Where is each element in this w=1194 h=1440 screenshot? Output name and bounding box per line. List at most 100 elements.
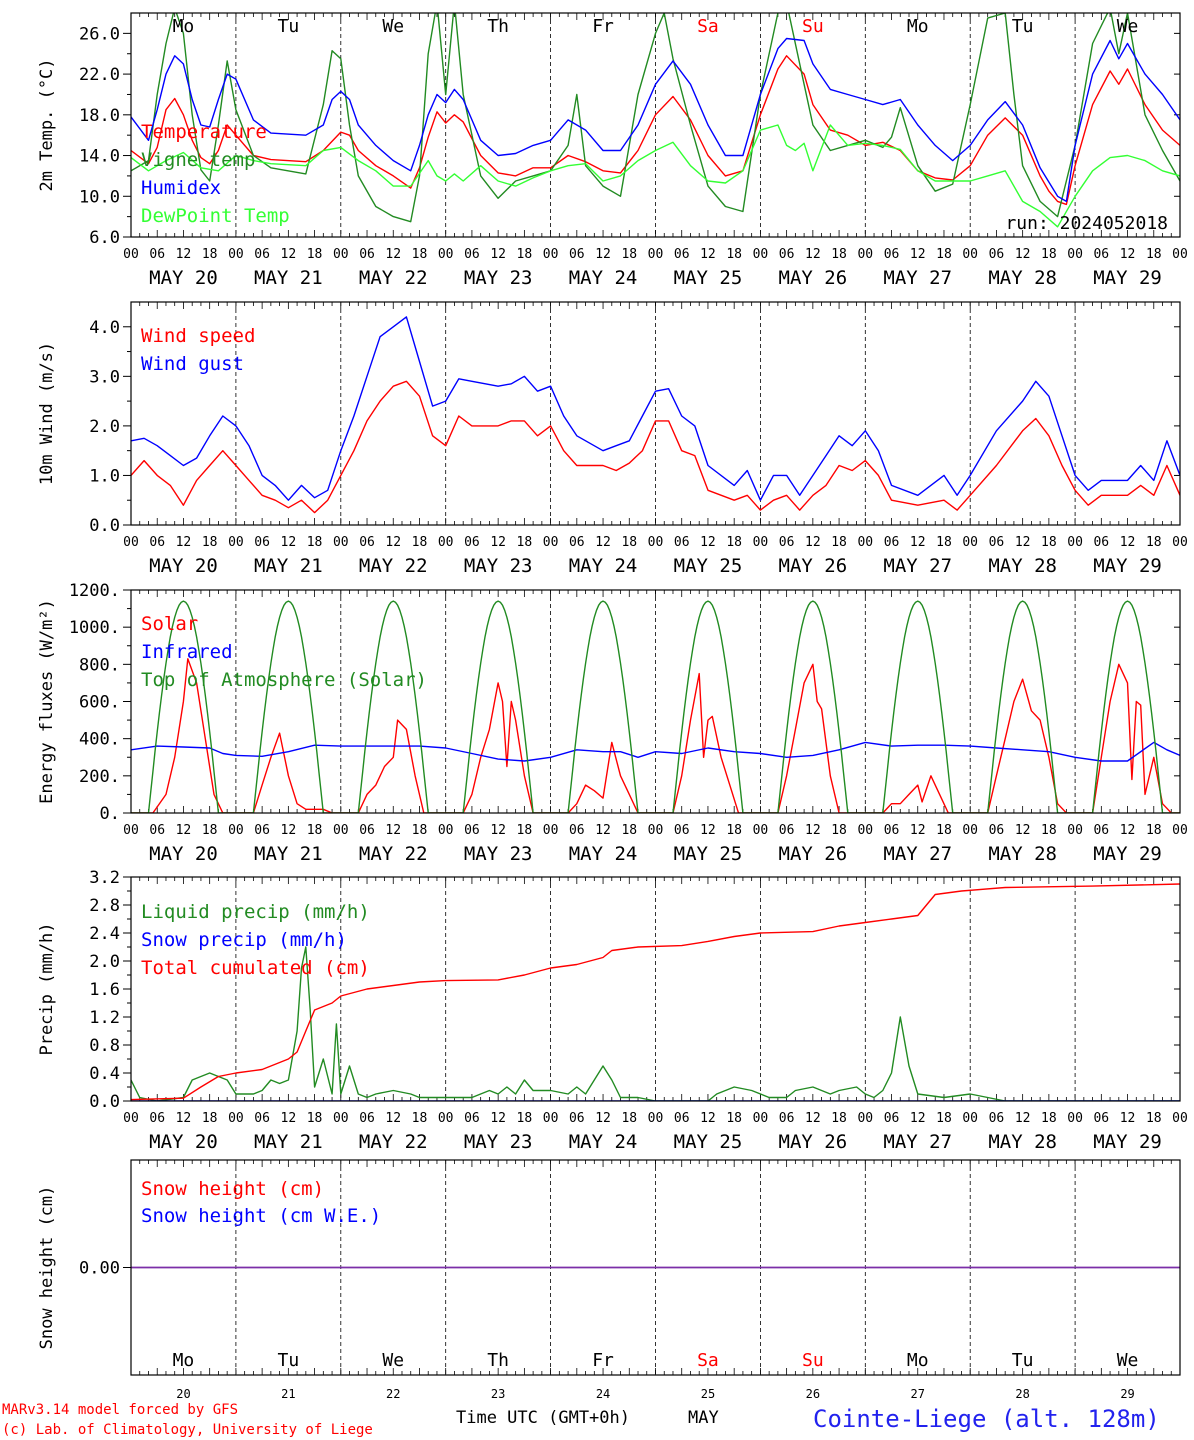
hour-tick-label: 00 bbox=[543, 823, 559, 838]
hour-tick-label: 18 bbox=[831, 823, 847, 838]
hour-tick-label: 06 bbox=[884, 247, 900, 262]
y-tick-label: 2.0 bbox=[89, 952, 120, 972]
weekday-label: We bbox=[382, 1350, 404, 1371]
hour-tick-label: 06 bbox=[674, 823, 690, 838]
y-tick-label: 22.0 bbox=[79, 65, 120, 85]
hour-tick-label: 12 bbox=[176, 1111, 192, 1126]
y-axis-label: Precip (mm/h) bbox=[37, 922, 57, 1055]
day-number-label: 22 bbox=[386, 1387, 400, 1401]
date-label: MAY 25 bbox=[674, 843, 743, 865]
hour-tick-label: 00 bbox=[1172, 1111, 1188, 1126]
hour-tick-label: 00 bbox=[123, 535, 139, 550]
date-label: MAY 23 bbox=[464, 555, 533, 577]
hour-tick-label: 18 bbox=[621, 247, 637, 262]
hour-tick-label: 00 bbox=[438, 823, 454, 838]
hour-tick-label: 00 bbox=[1067, 535, 1083, 550]
hour-tick-label: 06 bbox=[1093, 247, 1109, 262]
hour-tick-label: 18 bbox=[726, 1111, 742, 1126]
legend-entry: Infrared bbox=[141, 641, 233, 663]
y-tick-label: 1.6 bbox=[89, 980, 120, 1000]
legend-entry: Snow precip (mm/h) bbox=[141, 929, 347, 951]
hour-tick-label: 12 bbox=[910, 247, 926, 262]
hour-tick-label: 06 bbox=[149, 535, 165, 550]
hour-tick-label: 00 bbox=[857, 823, 873, 838]
hour-tick-label: 12 bbox=[595, 247, 611, 262]
hour-tick-label: 00 bbox=[333, 823, 349, 838]
y-tick-label: 2.4 bbox=[89, 924, 120, 944]
date-label: MAY 22 bbox=[359, 267, 428, 289]
hour-tick-label: 18 bbox=[412, 535, 428, 550]
y-tick-label: 0.8 bbox=[89, 1036, 120, 1056]
plot-frame bbox=[130, 12, 1181, 238]
hour-tick-label: 12 bbox=[595, 823, 611, 838]
date-label: MAY 24 bbox=[569, 555, 638, 577]
y-tick-label: 4.0 bbox=[89, 318, 120, 338]
date-label: MAY 23 bbox=[464, 1131, 533, 1153]
hour-tick-label: 12 bbox=[281, 535, 297, 550]
hour-tick-label: 00 bbox=[228, 823, 244, 838]
date-label: MAY 29 bbox=[1093, 843, 1162, 865]
series-line-3 bbox=[131, 883, 1180, 1101]
weekday-label: Tu bbox=[278, 1350, 300, 1371]
hour-tick-label: 06 bbox=[674, 535, 690, 550]
y-axis-label: 2m Temp. (°C) bbox=[37, 58, 57, 191]
hour-tick-label: 12 bbox=[910, 823, 926, 838]
hour-tick-label: 18 bbox=[936, 535, 952, 550]
hour-tick-label: 12 bbox=[595, 535, 611, 550]
credit-line-2: (c) Lab. of Climatology, University of L… bbox=[2, 1422, 373, 1438]
date-label: MAY 20 bbox=[149, 843, 218, 865]
credit-line-1: MARv3.14 model forced by GFS bbox=[2, 1402, 238, 1418]
series-line-1 bbox=[131, 658, 1180, 813]
hour-tick-label: 12 bbox=[281, 823, 297, 838]
y-tick-label: 26.0 bbox=[79, 24, 120, 44]
date-label: MAY 28 bbox=[988, 555, 1057, 577]
hour-tick-label: 00 bbox=[648, 1111, 664, 1126]
hour-tick-label: 06 bbox=[884, 823, 900, 838]
y-tick-label: 0.00 bbox=[79, 1259, 120, 1279]
panel-2: 0.0 1.0 2.0 3.0 4.0 10m Wind (m/s) Wind speed W… bbox=[37, 301, 1188, 577]
hour-tick-label: 00 bbox=[962, 247, 978, 262]
hour-tick-label: 00 bbox=[1067, 823, 1083, 838]
hour-tick-label: 18 bbox=[412, 1111, 428, 1126]
hour-tick-label: 00 bbox=[1172, 823, 1188, 838]
hour-tick-label: 18 bbox=[517, 823, 533, 838]
hour-tick-label: 06 bbox=[149, 823, 165, 838]
legend-entry: DewPoint Temp bbox=[141, 205, 290, 227]
hour-tick-label: 06 bbox=[1093, 535, 1109, 550]
hour-tick-label: 12 bbox=[490, 247, 506, 262]
legend-entry: Humidex bbox=[141, 177, 221, 199]
date-label: MAY 24 bbox=[569, 843, 638, 865]
hour-tick-label: 00 bbox=[123, 1111, 139, 1126]
run-annotation: run: 2024052018 bbox=[1005, 213, 1168, 234]
hour-tick-label: 12 bbox=[700, 1111, 716, 1126]
series-line-1 bbox=[131, 380, 1180, 514]
y-tick-label: 10.0 bbox=[79, 187, 120, 207]
hour-tick-label: 12 bbox=[1015, 823, 1031, 838]
date-label: MAY 20 bbox=[149, 555, 218, 577]
hour-tick-label: 06 bbox=[674, 1111, 690, 1126]
hour-tick-label: 00 bbox=[648, 823, 664, 838]
weekday-label: Tu bbox=[278, 16, 300, 37]
panel-3: 0. 200. 400. 600. 800. 1000. 1200. Energy fluxe… bbox=[37, 581, 1188, 865]
hour-tick-label: 18 bbox=[621, 535, 637, 550]
hour-tick-label: 12 bbox=[1015, 1111, 1031, 1126]
hour-tick-label: 06 bbox=[149, 247, 165, 262]
weekday-label: We bbox=[382, 16, 404, 37]
weekday-label: Fr bbox=[592, 1350, 614, 1371]
hour-tick-label: 06 bbox=[359, 247, 375, 262]
date-label: MAY 27 bbox=[883, 1131, 952, 1153]
hour-tick-label: 12 bbox=[1120, 247, 1136, 262]
hour-tick-label: 12 bbox=[490, 1111, 506, 1126]
hour-tick-label: 12 bbox=[176, 535, 192, 550]
hour-tick-label: 18 bbox=[936, 247, 952, 262]
day-number-label: 29 bbox=[1120, 1387, 1134, 1401]
hour-tick-label: 06 bbox=[779, 823, 795, 838]
hour-tick-label: 00 bbox=[438, 535, 454, 550]
series-line-3 bbox=[131, 37, 1180, 203]
hour-tick-label: 00 bbox=[228, 247, 244, 262]
hour-tick-label: 18 bbox=[831, 1111, 847, 1126]
hour-tick-label: 18 bbox=[307, 247, 323, 262]
hour-tick-label: 18 bbox=[517, 535, 533, 550]
y-tick-label: 3.0 bbox=[89, 367, 120, 387]
hour-tick-label: 06 bbox=[674, 247, 690, 262]
